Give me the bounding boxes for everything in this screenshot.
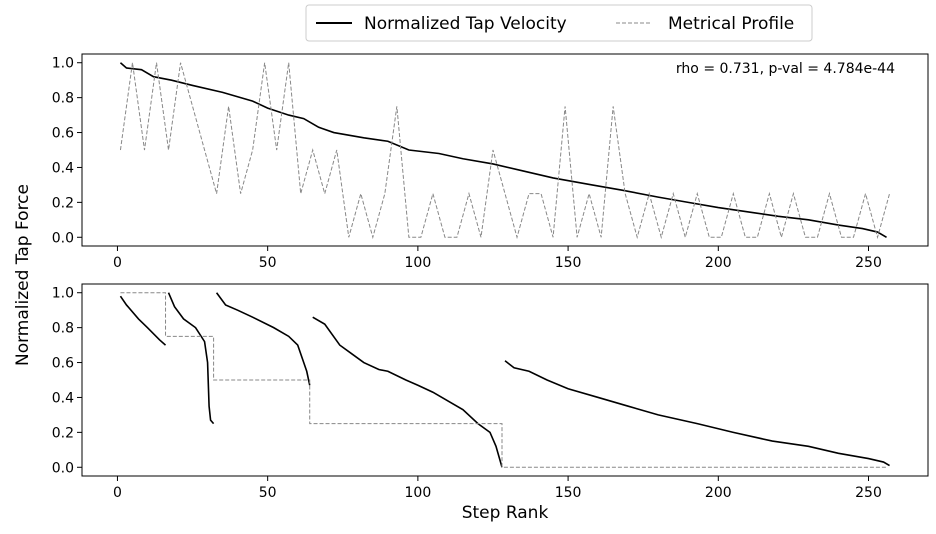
x-tick-label: 100 — [405, 485, 432, 501]
data-line — [119, 62, 887, 238]
x-tick-label: 200 — [705, 485, 732, 501]
y-tick-label: 0.0 — [52, 230, 74, 246]
x-tick-label: 150 — [555, 255, 582, 271]
x-tick-label: 50 — [259, 485, 277, 501]
x-tick-label: 50 — [259, 255, 277, 271]
x-tick-label: 0 — [113, 485, 122, 501]
y-tick-label: 0.4 — [52, 390, 74, 406]
legend-box — [305, 4, 813, 42]
data-line — [119, 62, 891, 240]
y-tick-label: 0.2 — [52, 195, 74, 211]
data-line — [120, 292, 887, 468]
y-tick-label: 0.4 — [52, 160, 74, 176]
x-tick-label: 0 — [113, 255, 122, 271]
y-tick-label: 0.0 — [52, 460, 74, 476]
x-axis-label: Step Rank — [462, 503, 549, 523]
y-tick-label: 0.6 — [52, 356, 74, 372]
y-tick-label: 0.6 — [52, 126, 74, 142]
x-tick-label: 250 — [855, 255, 882, 271]
x-tick-label: 250 — [855, 485, 882, 501]
annotation: rho = 0.731, p-val = 4.784e-44 — [676, 61, 895, 77]
x-tick-label: 150 — [555, 485, 582, 501]
legend-label: Metrical Profile — [668, 14, 794, 34]
y-axis-label: Normalized Tap Force — [13, 184, 33, 366]
x-tick-label: 200 — [705, 255, 732, 271]
plot-frame — [81, 53, 929, 247]
y-tick-label: 0.8 — [52, 91, 74, 107]
data-line — [119, 292, 890, 468]
y-tick-label: 0.8 — [52, 321, 74, 337]
y-tick-label: 1.0 — [52, 56, 74, 72]
y-tick-label: 1.0 — [52, 286, 74, 302]
x-tick-label: 100 — [405, 255, 432, 271]
y-tick-label: 0.2 — [52, 425, 74, 441]
plot-frame — [81, 283, 929, 477]
legend-label: Normalized Tap Velocity — [364, 14, 567, 34]
